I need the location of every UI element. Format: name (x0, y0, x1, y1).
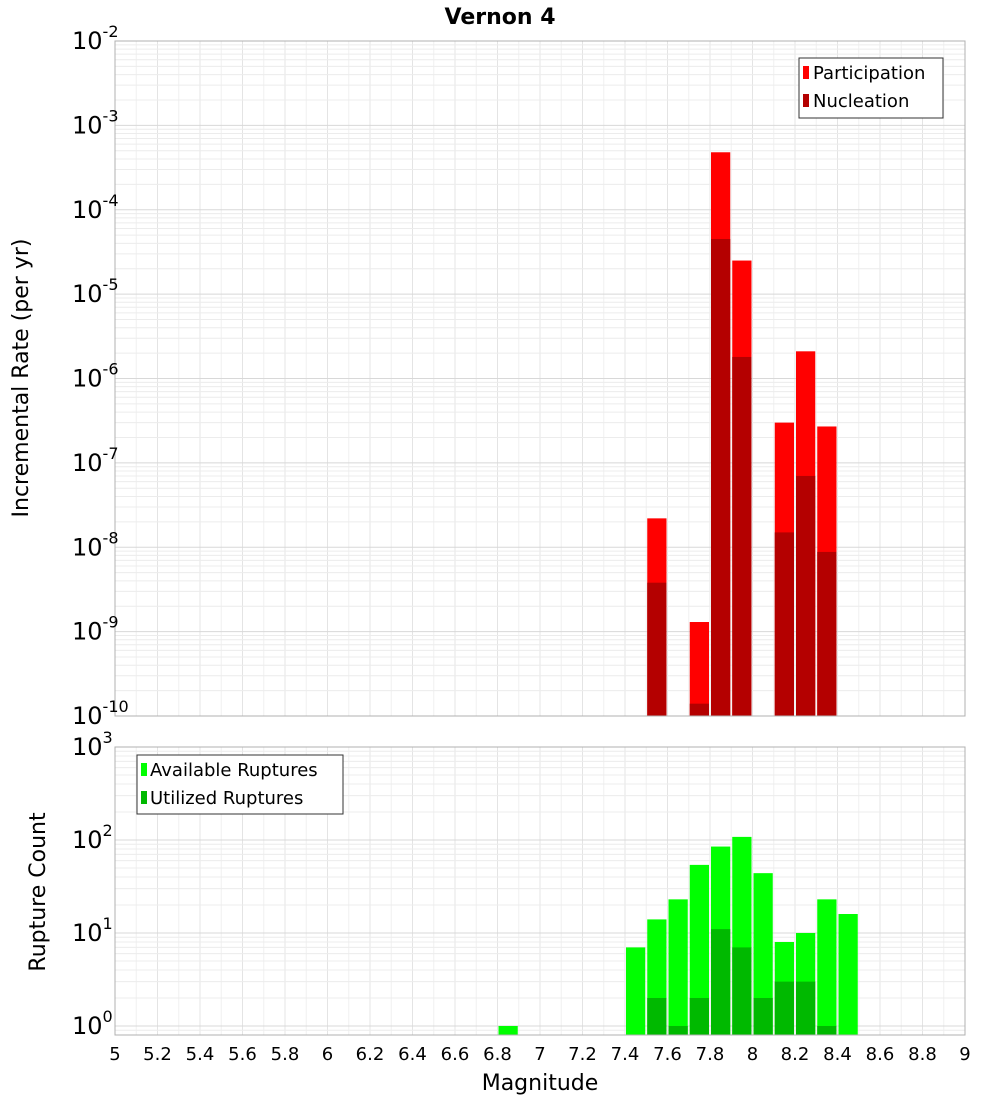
x-tick-label: 7.6 (653, 1044, 682, 1065)
legend-label-utilized-ruptures: Utilized Ruptures (150, 788, 303, 809)
bar-available-ruptures (817, 899, 837, 1035)
top-y-tick-labels: 10-10 10-9 10-8 10-7 10-6 10-5 10-4 10-3 10-2 (72, 22, 129, 730)
chart-title: Vernon 4 (445, 5, 556, 30)
bar-available-ruptures (753, 873, 773, 1035)
x-tick-label: 6.2 (356, 1044, 385, 1065)
legend-swatch-nucleation (803, 94, 809, 107)
bottom-plot-frame (114, 746, 966, 1036)
y-tick-label: 10-8 (72, 528, 119, 561)
y-tick-label: 101 (72, 914, 113, 947)
bar-available-ruptures (498, 1025, 518, 1035)
bar-utilized-ruptures (753, 997, 773, 1035)
bar-utilized-ruptures (732, 947, 752, 1035)
bar-nucleation (732, 356, 752, 716)
top-legend: Participation Nucleation (798, 57, 944, 119)
top-bars (647, 152, 837, 716)
top-plot-frame (114, 40, 966, 717)
x-tick-label: 6.8 (483, 1044, 512, 1065)
bar-nucleation (647, 582, 667, 716)
bar-nucleation (796, 475, 816, 716)
bar-nucleation (711, 239, 731, 716)
bar-utilized-ruptures (689, 997, 709, 1035)
legend-swatch-participation (803, 66, 809, 79)
y-tick-label: 10-3 (72, 106, 119, 139)
bar-available-ruptures (626, 947, 646, 1035)
x-tick-label: 5.2 (143, 1044, 172, 1065)
x-tick-label: 6 (322, 1044, 333, 1065)
x-tick-label: 8 (747, 1044, 758, 1065)
y-tick-label: 100 (72, 1007, 113, 1040)
y-tick-label: 10-2 (72, 22, 119, 55)
x-tick-label: 9 (959, 1044, 970, 1065)
bar-nucleation (689, 703, 709, 716)
legend-label-available-ruptures: Available Ruptures (150, 760, 318, 781)
bar-available-ruptures (668, 899, 688, 1035)
x-tick-label: 6.4 (398, 1044, 427, 1065)
top-legend-box (798, 57, 944, 119)
x-tick-labels: 5 5.2 5.4 5.6 5.8 6 6.2 6.4 6.6 6.8 7 7.2 7.4 7.6 7.8 8… (109, 1044, 970, 1065)
bar-utilized-ruptures (774, 981, 794, 1035)
bar-participation (689, 622, 709, 716)
x-tick-label: 5.8 (271, 1044, 300, 1065)
x-tick-label: 5.4 (186, 1044, 215, 1065)
top-panel: 10-10 10-9 10-8 10-7 10-6 10-5 10-4 10-3 10-2 In… (9, 22, 966, 730)
bar-utilized-ruptures (817, 1025, 837, 1035)
bar-utilized-ruptures (711, 929, 731, 1035)
y-tick-label: 10-5 (72, 275, 119, 308)
legend-swatch-available-ruptures (141, 763, 147, 776)
x-tick-label: 7.8 (696, 1044, 725, 1065)
y-tick-label: 10-6 (72, 360, 119, 393)
bar-available-ruptures (838, 914, 858, 1035)
legend-label-participation: Participation (813, 63, 925, 84)
x-tick-label: 5.6 (228, 1044, 257, 1065)
bar-utilized-ruptures (647, 997, 667, 1035)
bar-utilized-ruptures (796, 981, 816, 1035)
bottom-panel: 100 101 102 103 5 5.2 5.4 5.6 5.8 6 6.2 6.4 6.6 6.8 7… (26, 728, 971, 1096)
bar-utilized-ruptures (668, 1025, 688, 1035)
legend-label-nucleation: Nucleation (813, 91, 909, 112)
y-tick-label: 10-7 (72, 444, 119, 477)
bottom-y-axis-label: Rupture Count (26, 812, 51, 972)
x-tick-label: 7.2 (568, 1044, 597, 1065)
y-tick-label: 102 (72, 821, 113, 854)
top-gridlines (114, 40, 966, 717)
bar-available-ruptures (689, 864, 709, 1035)
bottom-legend-box (136, 754, 344, 815)
bottom-legend: Available Ruptures Utilized Ruptures (136, 754, 344, 815)
x-tick-label: 8.8 (908, 1044, 937, 1065)
y-tick-label: 10-10 (72, 697, 129, 730)
x-tick-label: 7.4 (611, 1044, 640, 1065)
x-axis-label: Magnitude (482, 1071, 599, 1096)
x-tick-label: 8.2 (781, 1044, 810, 1065)
bottom-bars (498, 836, 858, 1035)
x-tick-label: 5 (109, 1044, 120, 1065)
bar-nucleation (774, 532, 794, 716)
bottom-y-tick-labels: 100 101 102 103 (72, 728, 113, 1040)
top-y-axis-label: Incremental Rate (per yr) (9, 239, 34, 518)
x-tick-label: 8.6 (866, 1044, 895, 1065)
y-tick-label: 10-9 (72, 613, 119, 646)
y-tick-label: 10-4 (72, 191, 119, 224)
x-tick-label: 7 (534, 1044, 545, 1065)
y-tick-label: 103 (72, 728, 113, 761)
x-tick-label: 6.6 (441, 1044, 470, 1065)
legend-swatch-utilized-ruptures (141, 791, 147, 804)
bar-nucleation (817, 551, 837, 716)
x-tick-label: 8.4 (823, 1044, 852, 1065)
